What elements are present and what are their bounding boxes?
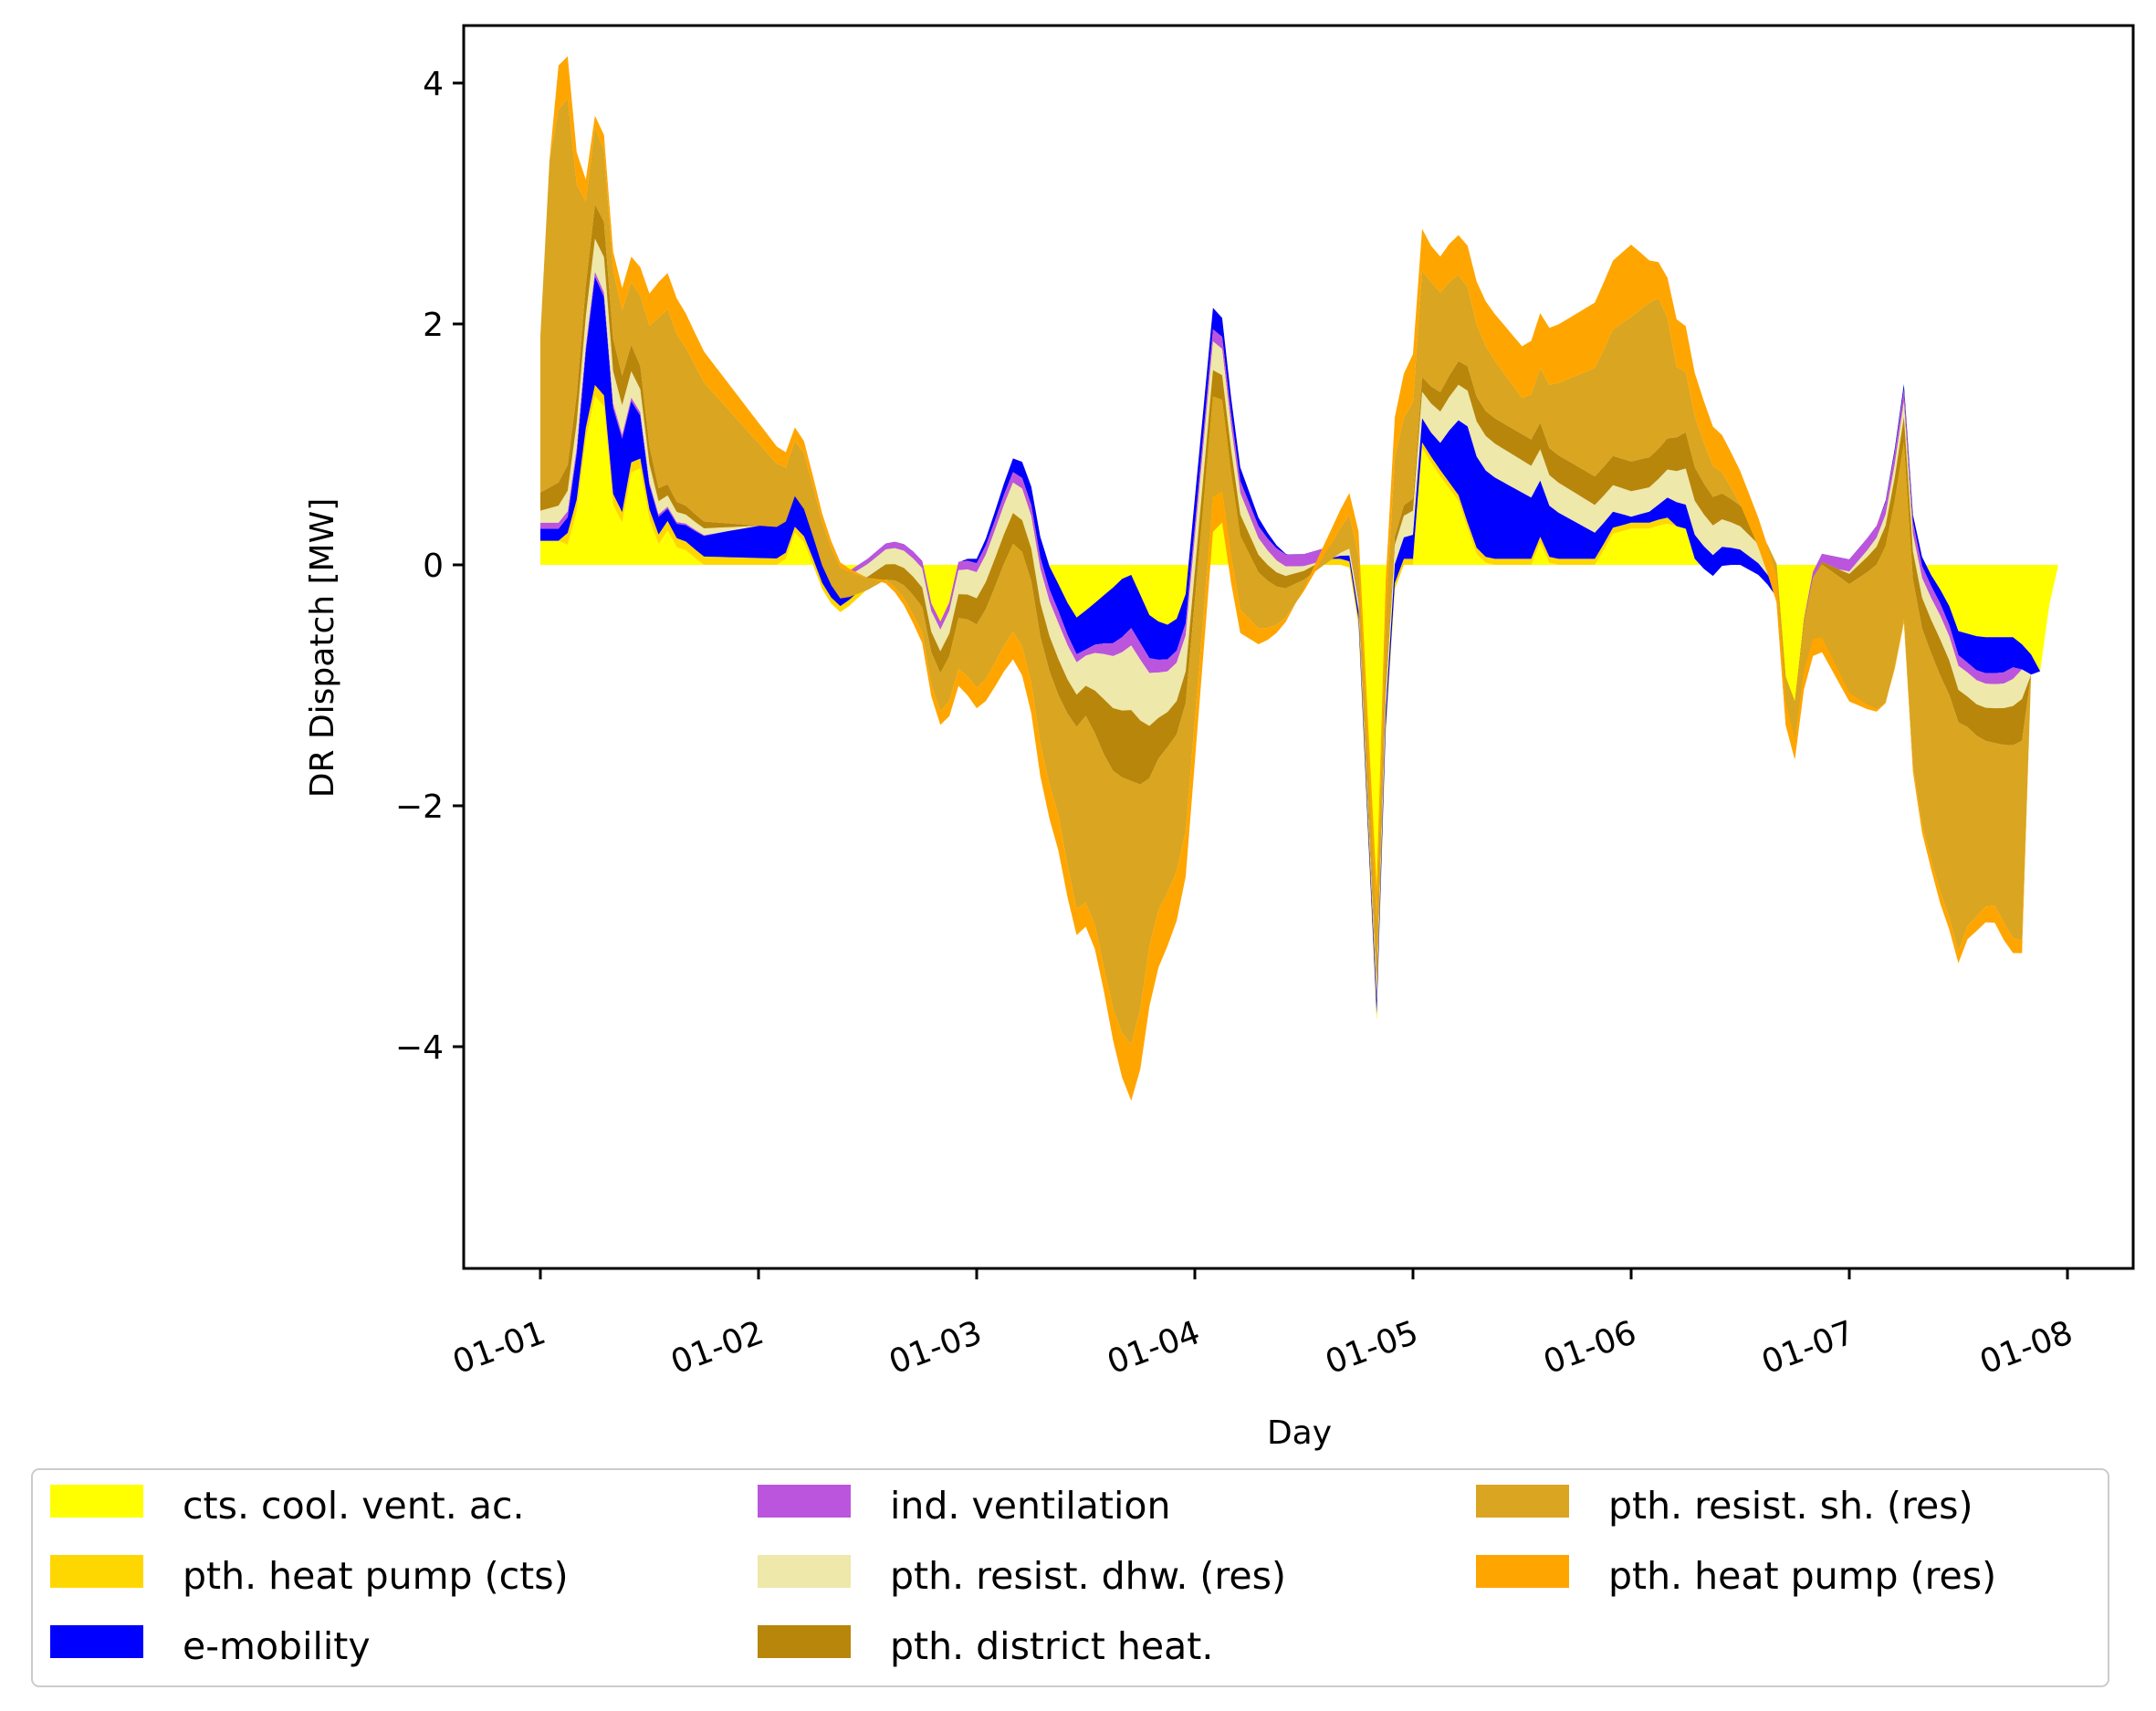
legend-swatch-pth-resist-sh-res [1476, 1485, 1569, 1518]
y-tick-label: −4 [395, 1029, 444, 1067]
legend-label-pth-resist-dhw-res: pth. resist. dhw. (res) [890, 1554, 1286, 1598]
legend-swatch-pth-heat-pump-cts [50, 1555, 143, 1588]
legend-label-cts-cool-vent-ac: cts. cool. vent. ac. [183, 1484, 525, 1528]
legend-swatch-cts-cool-vent-ac [50, 1485, 143, 1518]
x-axis-label: Day [1267, 1414, 1332, 1452]
legend-label-pth-heat-pump-cts: pth. heat pump (cts) [183, 1554, 569, 1598]
stacked-areas [540, 56, 2067, 1101]
y-tick-label: 2 [423, 307, 444, 344]
legend-swatch-e-mobility [50, 1625, 143, 1658]
y-axis: 4 2 0 −2 −4 [395, 66, 464, 1067]
legend-label-ind-ventilation: ind. ventilation [890, 1484, 1170, 1528]
legend-swatch-pth-heat-pump-res [1476, 1555, 1569, 1588]
legend-box [31, 1468, 2109, 1687]
legend: cts. cool. vent. ac. pth. heat pump (cts)… [31, 1468, 2109, 1687]
area-pth-resist-sh-res [540, 98, 2067, 1045]
legend-swatch-pth-resist-dhw-res [758, 1555, 851, 1588]
legend-label-pth-heat-pump-res: pth. heat pump (res) [1608, 1554, 1996, 1598]
plot-frame [462, 24, 2135, 1270]
legend-label-pth-resist-sh-res: pth. resist. sh. (res) [1608, 1484, 1973, 1528]
y-tick-label: 4 [423, 66, 444, 103]
y-axis-label: DR Dispatch [MW] [304, 498, 341, 798]
y-tick-label: −2 [395, 788, 444, 826]
legend-swatch-ind-ventilation [758, 1485, 851, 1518]
legend-label-e-mobility: e-mobility [183, 1624, 371, 1668]
y-tick-label: 0 [423, 548, 444, 585]
legend-label-pth-district-heat: pth. district heat. [890, 1624, 1213, 1668]
legend-swatch-pth-district-heat [758, 1625, 851, 1658]
